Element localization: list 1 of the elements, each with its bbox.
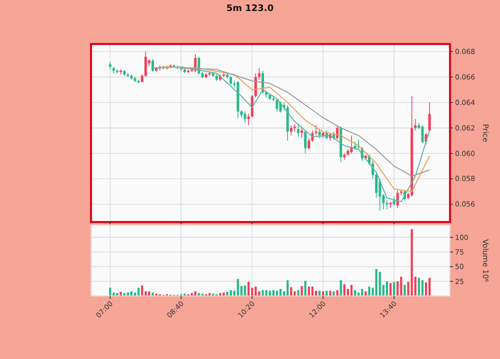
chart-title: 5m 123.0 bbox=[226, 4, 274, 14]
